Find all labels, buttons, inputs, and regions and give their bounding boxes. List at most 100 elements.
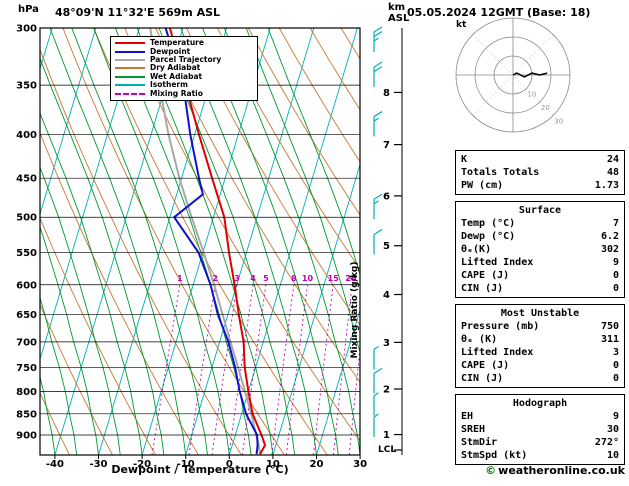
pressure-tick-label: 650 — [16, 310, 37, 321]
mixing-ratio-lines — [151, 284, 360, 455]
stat-label: K — [461, 154, 468, 165]
stat-label: Lifted Index — [461, 347, 534, 358]
copyright-symbol: © — [485, 464, 497, 477]
stats-panels: K 24 Totals Totals 48 PW (cm) 1.73 Surface Temp… — [455, 150, 625, 465]
stat-value: 30 — [606, 424, 619, 435]
stat-row: CIN (J) 0 — [461, 372, 619, 385]
legend-item: Parcel Trajectory — [115, 54, 253, 64]
pressure-tick-label: 700 — [16, 337, 37, 348]
stat-label: Pressure (mb) — [461, 321, 540, 332]
stat-row: Totals Totals 48 — [461, 166, 619, 179]
stat-row: EH 9 — [461, 410, 619, 423]
pressure-tick-label: 800 — [16, 387, 37, 398]
plot-area — [40, 28, 360, 455]
asl-label: ASL — [388, 13, 410, 24]
stat-value: 302 — [600, 244, 619, 255]
stat-label: SREH — [461, 424, 486, 435]
stat-label: θₑ(K) — [461, 244, 492, 255]
stat-row: StmDir 272° — [461, 436, 619, 449]
mixing-ratio-value-label: 25 — [345, 274, 357, 283]
km-tick-label: 3 — [383, 338, 390, 349]
stat-label: CAPE (J) — [461, 360, 510, 371]
legend-item: Isotherm — [115, 81, 253, 89]
pressure-tick-label: 850 — [16, 409, 37, 420]
legend-item: Mixing Ratio — [115, 89, 253, 97]
wind-barb-icon — [373, 392, 379, 416]
pressure-tick-label: 600 — [16, 280, 37, 291]
hodograph-ring — [474, 36, 552, 114]
stat-row: CAPE (J) 0 — [461, 359, 619, 372]
pressure-tick-label: 750 — [16, 363, 37, 374]
legend-label: Parcel Trajectory — [150, 54, 222, 64]
stat-row: Pressure (mb) 750 — [461, 320, 619, 333]
legend-line-sample — [115, 84, 145, 87]
hodograph-ring — [455, 17, 571, 133]
pressure-tick-label: 500 — [16, 213, 37, 224]
temp-tick-label: -40 — [46, 459, 64, 470]
datetime-title: 05.05.2024 12GMT (Base: 18) — [407, 6, 591, 19]
stat-value: 24 — [606, 154, 619, 165]
wind-barb-icon — [373, 367, 383, 394]
km-label: km — [388, 2, 406, 13]
stat-label: Lifted Index — [461, 257, 534, 268]
mixing-ratio-value-label: 5 — [263, 274, 269, 283]
pressure-tick-label: 450 — [16, 174, 37, 185]
panel-header: Surface — [518, 205, 562, 216]
km-tick-label: 6 — [383, 191, 390, 202]
mixing-ratio-value-label: 3 — [234, 274, 240, 283]
legend-label: Wet Adiabat — [150, 71, 203, 81]
stat-label: θₑ (K) — [461, 334, 498, 345]
stats-panel: Surface Temp (°C) 7 Dewp (°C) 6.2 θₑ(K) 302 Lif… — [455, 201, 625, 298]
wind-barb-icon — [373, 345, 379, 370]
stat-row: Lifted Index 9 — [461, 256, 619, 269]
panel-header: Hodograph — [512, 398, 568, 409]
legend-line-sample — [115, 92, 145, 95]
stat-value: 272° — [594, 437, 619, 448]
stat-row: Dewp (°C) 6.2 — [461, 230, 619, 243]
stat-row: θₑ (K) 311 — [461, 333, 619, 346]
mixing-ratio-value-label: 15 — [328, 274, 340, 283]
km-tick-label: 5 — [383, 241, 390, 252]
pressure-tick-label: 900 — [16, 430, 37, 441]
pressure-tick-label: 350 — [16, 81, 37, 92]
stat-row: PW (cm) 1.73 — [461, 179, 619, 192]
stat-row: CAPE (J) 0 — [461, 269, 619, 282]
stat-value: 10 — [606, 450, 619, 461]
stat-value: 9 — [612, 257, 619, 268]
legend-label: Isotherm — [150, 80, 188, 90]
km-tick-label: 8 — [383, 88, 390, 99]
stat-label: StmSpd (kt) — [461, 450, 528, 461]
temp-tick-label: 10 — [266, 459, 280, 470]
stat-row: CIN (J) 0 — [461, 282, 619, 295]
legend-item: Temperature — [115, 39, 253, 47]
stat-label: CIN (J) — [461, 373, 504, 384]
legend-line-sample — [115, 58, 145, 61]
stat-value: 3 — [612, 347, 619, 358]
legend-line-sample — [115, 67, 145, 70]
hodograph-ring-label: 10 — [527, 90, 536, 98]
wind-barb-icon — [373, 413, 379, 437]
temp-tick-label: -20 — [133, 459, 151, 470]
dewpoint-trace — [164, 28, 259, 455]
stat-label: Totals Totals — [461, 167, 540, 178]
stats-panel: Most Unstable Pressure (mb) 750 θₑ (K) 311 Li… — [455, 304, 625, 388]
mixing-ratio-value-label: 1 — [177, 274, 183, 283]
legend-line-sample — [115, 75, 145, 78]
temp-tick-label: -10 — [177, 459, 195, 470]
mixing-ratio-value-label: 4 — [250, 274, 256, 283]
stat-row: K 24 — [461, 153, 619, 166]
temp-tick-label: 20 — [310, 459, 324, 470]
stat-value: 0 — [612, 373, 619, 384]
stat-row: StmSpd (kt) 10 — [461, 449, 619, 462]
legend-label: Dry Adiabat — [150, 63, 201, 73]
lcl-label: LCL — [378, 445, 397, 455]
wind-barb-icon — [373, 111, 383, 137]
hodograph-ring-label: 20 — [541, 104, 550, 112]
legend-item: Wet Adiabat — [115, 71, 253, 81]
hodograph-trace — [512, 72, 548, 78]
mixing-ratio-value-label: 2 — [212, 274, 218, 283]
stat-row: θₑ(K) 302 — [461, 243, 619, 256]
temp-tick-label: 30 — [353, 459, 367, 470]
